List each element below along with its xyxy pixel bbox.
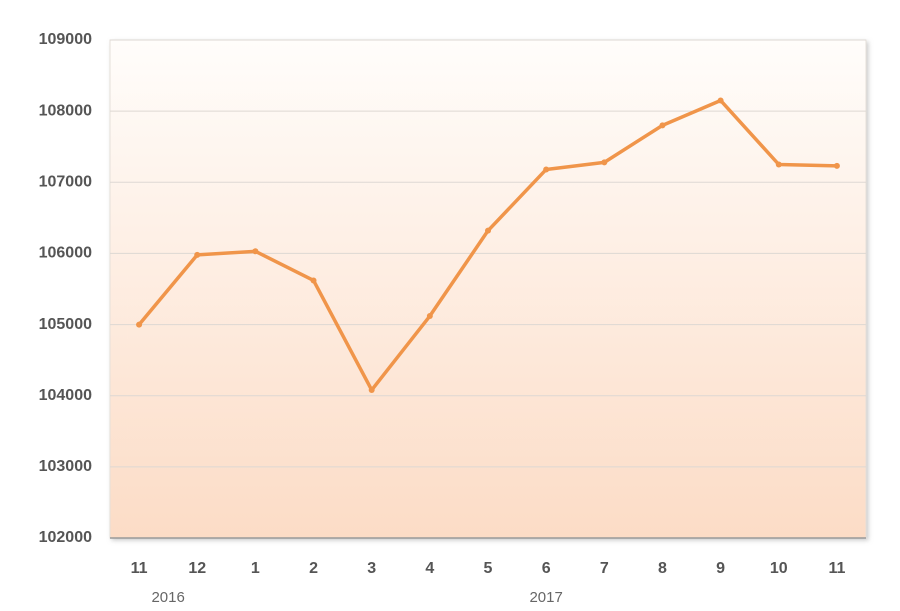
y-tick-label: 109000 xyxy=(39,31,92,48)
point xyxy=(775,161,782,168)
x-tick-label: 12 xyxy=(188,560,206,577)
x-tick-label: 6 xyxy=(542,560,551,577)
point xyxy=(485,227,491,234)
year-label: 2016 xyxy=(151,589,184,606)
y-tick-label: 102000 xyxy=(39,529,92,546)
point xyxy=(252,248,259,255)
point xyxy=(833,162,840,169)
x-tick-label: 1 xyxy=(251,560,260,577)
point xyxy=(194,251,201,258)
y-tick-label: 103000 xyxy=(39,458,92,475)
x-tick-label: 8 xyxy=(658,560,667,577)
x-tick-label: 4 xyxy=(425,560,434,577)
y-tick-label: 105000 xyxy=(39,316,92,333)
x-tick-label: 9 xyxy=(716,560,725,577)
x-tick-label: 7 xyxy=(600,560,609,577)
point xyxy=(717,97,724,104)
y-tick-label: 108000 xyxy=(39,102,92,119)
x-tick-label: 2 xyxy=(309,560,318,577)
y-tick-label: 107000 xyxy=(39,174,92,191)
point xyxy=(310,277,317,284)
year-label: 2017 xyxy=(529,589,562,606)
x-tick-label: 3 xyxy=(367,560,376,577)
y-tick-label: 104000 xyxy=(39,387,92,404)
point xyxy=(659,122,666,129)
point xyxy=(136,321,143,328)
x-tick-label: 11 xyxy=(131,560,148,577)
point xyxy=(601,159,608,166)
x-tick-label: 11 xyxy=(828,560,845,577)
x-tick-label: 10 xyxy=(770,560,788,577)
point xyxy=(368,387,375,394)
y-tick-label: 106000 xyxy=(39,245,92,262)
plot-area xyxy=(109,39,867,539)
point xyxy=(426,313,433,320)
x-tick-label: 5 xyxy=(484,560,493,577)
point xyxy=(543,166,550,173)
